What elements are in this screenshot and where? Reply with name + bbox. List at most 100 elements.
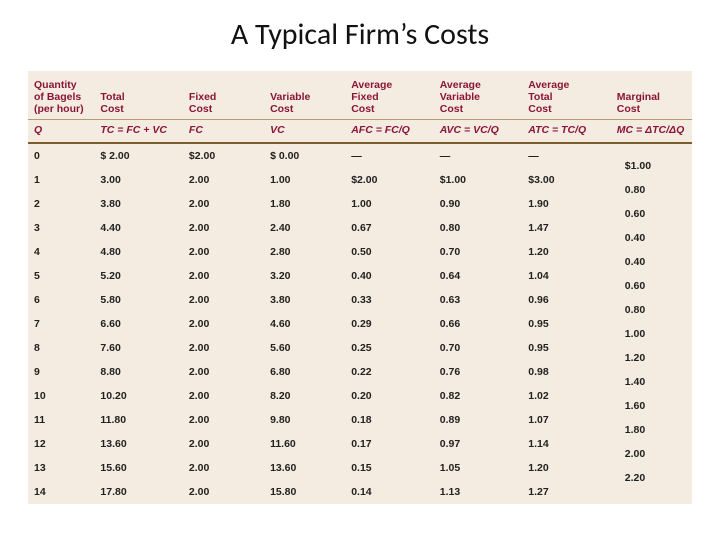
cell-avc: 0.97 bbox=[434, 432, 523, 456]
cell-atc: 0.96 bbox=[522, 288, 611, 312]
table-row: 65.802.003.800.330.630.960.60 bbox=[28, 288, 692, 312]
cell-mc bbox=[611, 143, 692, 168]
cell-fc: 2.00 bbox=[183, 360, 264, 384]
table-row: 98.802.006.800.220.760.981.20 bbox=[28, 360, 692, 384]
cell-afc: 1.00 bbox=[345, 192, 434, 216]
cell-q: 0 bbox=[28, 143, 94, 168]
cell-q: 8 bbox=[28, 336, 94, 360]
col-header-avc: AverageVariableCost bbox=[434, 71, 523, 120]
cell-atc: $3.00 bbox=[522, 168, 611, 192]
table-row: 76.602.004.600.290.660.950.80 bbox=[28, 312, 692, 336]
cell-q: 12 bbox=[28, 432, 94, 456]
cell-tc: 4.40 bbox=[94, 216, 183, 240]
cell-q: 3 bbox=[28, 216, 94, 240]
mc-value: 0.40 bbox=[625, 256, 645, 268]
cell-vc: 8.20 bbox=[264, 384, 345, 408]
formula-avc: AVC = VC/Q bbox=[434, 120, 523, 144]
cell-tc: 15.60 bbox=[94, 456, 183, 480]
mc-value: 1.20 bbox=[625, 352, 645, 364]
table-row: 1213.602.0011.600.170.971.141.80 bbox=[28, 432, 692, 456]
mc-value: 0.60 bbox=[625, 280, 645, 292]
mc-value: 1.80 bbox=[625, 424, 645, 436]
cell-atc: 0.95 bbox=[522, 336, 611, 360]
cell-mc: 0.80 bbox=[611, 192, 692, 216]
cell-mc: 0.40 bbox=[611, 264, 692, 288]
cell-avc: 1.05 bbox=[434, 456, 523, 480]
cell-fc: 2.00 bbox=[183, 408, 264, 432]
cell-fc: 2.00 bbox=[183, 456, 264, 480]
cell-fc: 2.00 bbox=[183, 336, 264, 360]
mc-value: 1.40 bbox=[625, 376, 645, 388]
cell-afc: 0.67 bbox=[345, 216, 434, 240]
cell-vc: 2.40 bbox=[264, 216, 345, 240]
cell-atc: 1.04 bbox=[522, 264, 611, 288]
cell-q: 11 bbox=[28, 408, 94, 432]
cell-tc: 5.80 bbox=[94, 288, 183, 312]
cell-q: 9 bbox=[28, 360, 94, 384]
col-header-afc: AverageFixedCost bbox=[345, 71, 434, 120]
cell-afc: — bbox=[345, 143, 434, 168]
cell-afc: 0.33 bbox=[345, 288, 434, 312]
cell-afc: 0.17 bbox=[345, 432, 434, 456]
cell-atc: 1.27 bbox=[522, 480, 611, 504]
cell-vc: 1.00 bbox=[264, 168, 345, 192]
cell-fc: 2.00 bbox=[183, 288, 264, 312]
table-row: 13.002.001.00$2.00$1.00$3.00$1.00 bbox=[28, 168, 692, 192]
cell-fc: 2.00 bbox=[183, 192, 264, 216]
cell-avc: 0.76 bbox=[434, 360, 523, 384]
col-header-mc: MarginalCost bbox=[611, 71, 692, 120]
slide: A Typical Firm’s Costs Quantityof Bagels… bbox=[0, 0, 720, 540]
cell-fc: 2.00 bbox=[183, 312, 264, 336]
cost-table-wrap: Quantityof Bagels(per hour) TotalCost Fi… bbox=[28, 71, 692, 504]
cell-atc: 1.02 bbox=[522, 384, 611, 408]
col-header-atc: AverageTotalCost bbox=[522, 71, 611, 120]
slide-title: A Typical Firm’s Costs bbox=[28, 16, 692, 53]
formula-tc: TC = FC + VC bbox=[94, 120, 183, 144]
cell-avc: 0.66 bbox=[434, 312, 523, 336]
cell-afc: 0.29 bbox=[345, 312, 434, 336]
cell-avc: 0.82 bbox=[434, 384, 523, 408]
formula-vc: VC bbox=[264, 120, 345, 144]
table-row: 34.402.002.400.670.801.470.60 bbox=[28, 216, 692, 240]
cell-q: 7 bbox=[28, 312, 94, 336]
cell-mc: 2.20 bbox=[611, 480, 692, 504]
cell-afc: 0.50 bbox=[345, 240, 434, 264]
cell-vc: 6.80 bbox=[264, 360, 345, 384]
cell-atc: 1.07 bbox=[522, 408, 611, 432]
cell-q: 6 bbox=[28, 288, 94, 312]
cell-vc: 3.20 bbox=[264, 264, 345, 288]
table-row: 23.802.001.801.000.901.900.80 bbox=[28, 192, 692, 216]
cell-q: 1 bbox=[28, 168, 94, 192]
mc-value: 0.80 bbox=[625, 184, 645, 196]
cell-q: 14 bbox=[28, 480, 94, 504]
cell-mc: 1.20 bbox=[611, 360, 692, 384]
cell-afc: 0.18 bbox=[345, 408, 434, 432]
mc-value: 0.60 bbox=[625, 208, 645, 220]
cell-tc: 11.80 bbox=[94, 408, 183, 432]
cell-avc: 0.89 bbox=[434, 408, 523, 432]
cell-atc: 1.20 bbox=[522, 456, 611, 480]
formula-row: Q TC = FC + VC FC VC AFC = FC/Q AVC = VC… bbox=[28, 120, 692, 144]
cell-avc: 0.90 bbox=[434, 192, 523, 216]
table-head: Quantityof Bagels(per hour) TotalCost Fi… bbox=[28, 71, 692, 143]
cell-fc: 2.00 bbox=[183, 432, 264, 456]
cell-atc: 1.14 bbox=[522, 432, 611, 456]
cell-avc: 0.80 bbox=[434, 216, 523, 240]
cell-avc: 0.70 bbox=[434, 240, 523, 264]
formula-mc: MC = ΔTC/ΔQ bbox=[611, 120, 692, 144]
cell-vc: 15.80 bbox=[264, 480, 345, 504]
mc-value: 2.20 bbox=[625, 472, 645, 484]
cell-afc: 0.15 bbox=[345, 456, 434, 480]
cell-fc: 2.00 bbox=[183, 480, 264, 504]
cell-q: 13 bbox=[28, 456, 94, 480]
cell-mc: 0.40 bbox=[611, 240, 692, 264]
cell-tc: 13.60 bbox=[94, 432, 183, 456]
cell-afc: 0.22 bbox=[345, 360, 434, 384]
cell-mc: 1.00 bbox=[611, 336, 692, 360]
cell-avc: — bbox=[434, 143, 523, 168]
table-row: 87.602.005.600.250.700.951.00 bbox=[28, 336, 692, 360]
table-row: 1315.602.0013.600.151.051.202.00 bbox=[28, 456, 692, 480]
formula-q: Q bbox=[28, 120, 94, 144]
cell-tc: 17.80 bbox=[94, 480, 183, 504]
cell-atc: 0.95 bbox=[522, 312, 611, 336]
